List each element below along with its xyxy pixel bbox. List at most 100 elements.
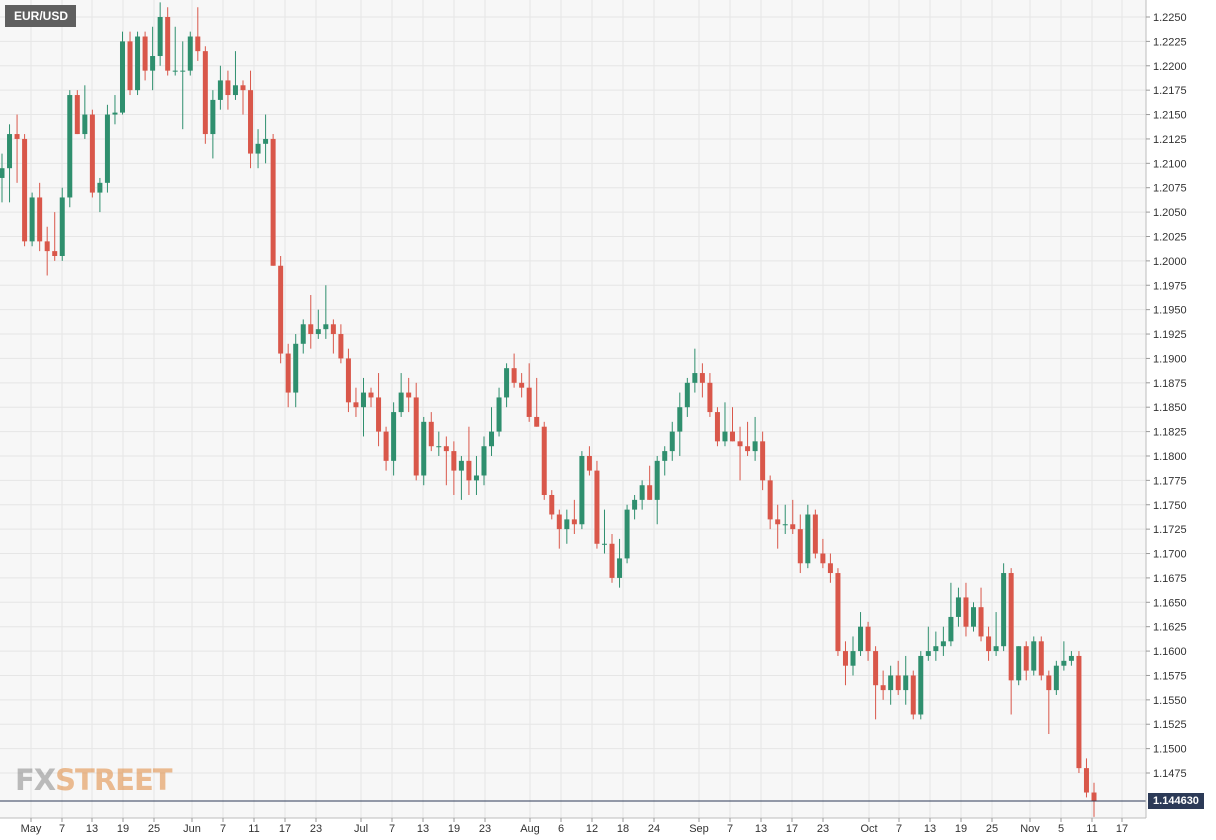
candle-body-up [67, 95, 73, 198]
x-tick-label: 11 [248, 823, 259, 835]
x-tick-label: 6 [558, 823, 564, 835]
candle-body-up [473, 475, 479, 481]
candle-body-up [496, 397, 502, 432]
candle-body-up [955, 597, 961, 617]
y-tick-label: 1.2050 [1153, 207, 1187, 219]
y-tick-label: 1.2075 [1153, 183, 1187, 195]
candle-body-up [940, 641, 946, 647]
candle-body-down [978, 607, 984, 637]
candle-body-up [489, 431, 495, 447]
candle-body-down [730, 431, 736, 442]
candle-body-down [127, 41, 133, 91]
candle-body-down [963, 597, 969, 627]
y-tick-label: 1.1775 [1153, 475, 1187, 487]
candle-body-down [790, 524, 796, 530]
x-tick-label: 19 [117, 823, 129, 835]
y-tick-label: 1.1725 [1153, 524, 1187, 536]
candle-body-down [89, 114, 95, 193]
x-tick-label: 7 [59, 823, 65, 835]
candle-body-up [850, 651, 856, 666]
y-tick-label: 1.1550 [1153, 695, 1187, 707]
x-tick-label: Sep [689, 823, 709, 835]
x-tick-label: 23 [310, 823, 322, 835]
candle-body-down [707, 382, 713, 413]
candle-body-down [165, 17, 171, 71]
candle-body-down [511, 368, 517, 383]
candle-body-up [360, 392, 366, 408]
y-tick-label: 1.1925 [1153, 329, 1187, 341]
candle-body-down [37, 197, 43, 242]
x-tick-label: Nov [1020, 823, 1040, 835]
y-tick-label: 1.1525 [1153, 719, 1187, 731]
candle-body-up [1053, 665, 1059, 691]
candle-body-down [873, 651, 879, 686]
candle-body-down [353, 402, 359, 408]
y-tick-label: 1.2250 [1153, 12, 1187, 24]
candle-body-up [617, 558, 623, 578]
x-tick-label: 7 [727, 823, 733, 835]
candle-body-down [14, 134, 20, 139]
candle-body-up [481, 446, 487, 476]
candle-body-down [406, 392, 412, 398]
candle-body-up [684, 382, 690, 408]
y-tick-label: 1.2000 [1153, 256, 1187, 268]
x-tick-label: 7 [220, 823, 226, 835]
candle-body-down [52, 251, 58, 256]
candle-body-up [135, 36, 141, 91]
y-tick-label: 1.1875 [1153, 378, 1187, 390]
candle-body-up [112, 112, 118, 115]
x-tick-label: 19 [448, 823, 460, 835]
candle-body-down [368, 392, 374, 398]
candle-body-up [925, 651, 931, 656]
candle-body-down [760, 441, 766, 481]
x-tick-label: 5 [1058, 823, 1064, 835]
y-axis-ticks: 1.2250 1.2225 1.2200 1.2175 1.2150 1.2125 1.21… [1146, 12, 1187, 780]
candle-body-down [383, 431, 389, 461]
candle-body-down [1076, 655, 1082, 769]
plot-background [0, 0, 1146, 818]
candle-body-up [398, 392, 404, 413]
candle-body-up [82, 114, 88, 135]
candle-body-down [986, 636, 992, 652]
x-tick-label: Aug [520, 823, 540, 835]
candle-body-down [714, 412, 720, 442]
y-tick-label: 1.1900 [1153, 353, 1187, 365]
candle-body-down [248, 90, 254, 154]
candle-body-down [827, 563, 833, 574]
candle-body-up [217, 80, 223, 100]
candle-body-down [74, 95, 80, 135]
candle-body-up [323, 324, 329, 330]
x-tick-label: 11 [1086, 823, 1097, 835]
candle-body-down [1046, 675, 1052, 691]
candle-body-up [1031, 641, 1037, 671]
candles [0, 2, 1097, 817]
candle-body-down [775, 519, 781, 525]
symbol-label: EUR/USD [5, 5, 77, 27]
candle-body-up [97, 182, 103, 193]
candle-body-up [293, 343, 299, 393]
candle-body-down [278, 265, 284, 354]
y-tick-label: 1.1950 [1153, 305, 1187, 317]
last-price-tag: 1.144630 [1148, 793, 1204, 809]
x-tick-label: 7 [896, 823, 902, 835]
candle-body-down [519, 382, 525, 388]
candle-body-down [910, 675, 916, 715]
candle-body-up [654, 460, 660, 500]
grid-lines [0, 0, 1146, 818]
candle-body-down [1008, 573, 1014, 681]
candle-body-down [865, 626, 871, 652]
logo-street-text: STREET [55, 763, 172, 797]
candle-body-up [59, 197, 65, 256]
candle-body-up [677, 407, 683, 432]
x-tick-label: 25 [986, 823, 998, 835]
y-tick-label: 1.1500 [1153, 744, 1187, 756]
y-tick-label: 1.2100 [1153, 158, 1187, 170]
candle-body-down [225, 80, 231, 96]
candle-body-down [1038, 641, 1044, 676]
candle-body-up [187, 36, 193, 71]
candle-body-up [601, 543, 607, 545]
y-tick-label: 1.1750 [1153, 500, 1187, 512]
y-tick-label: 1.2150 [1153, 110, 1187, 122]
candle-body-down [812, 514, 818, 554]
